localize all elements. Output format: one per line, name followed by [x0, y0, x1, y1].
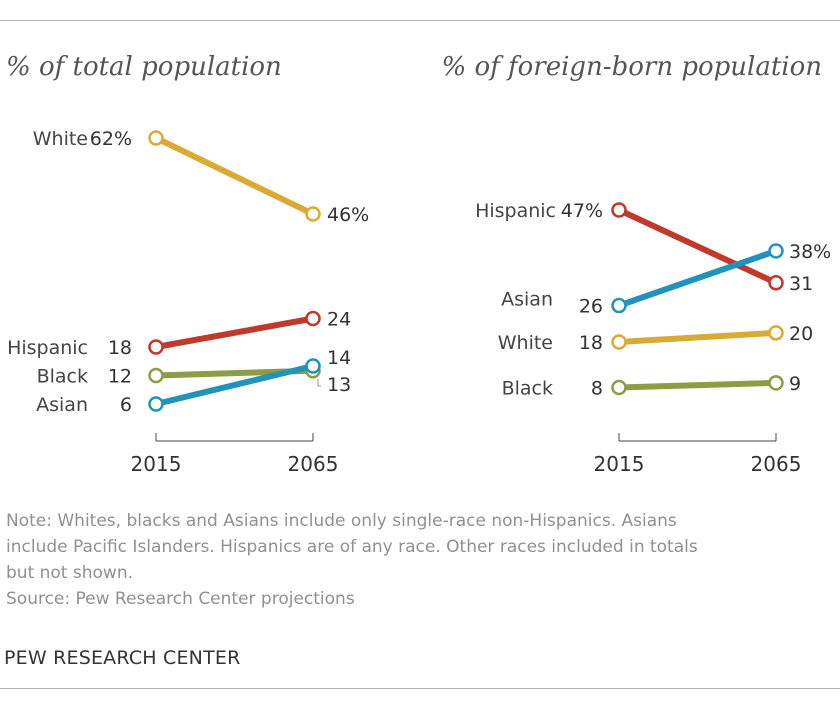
panel-2-start-value-black: 8 — [591, 377, 603, 399]
panel-1-start-value-hispanic: 18 — [108, 337, 132, 359]
bottom-rule — [0, 688, 840, 689]
panel-2-title: % of foreign-born population — [442, 52, 823, 82]
panel-2-start-value-white: 18 — [579, 332, 603, 354]
panel-1-category-label-asian: Asian — [36, 394, 88, 416]
panel-2-category-label-black: Black — [502, 377, 553, 399]
panel-2-end-value-white: 20 — [789, 323, 813, 345]
panel-1-tick-label: 2015 — [131, 452, 182, 476]
top-rule — [0, 20, 840, 21]
panel-1-end-value-black: 13 — [327, 374, 351, 396]
panel-2-category-label-white: White — [498, 332, 553, 354]
panel-2-end-value-hispanic: 31 — [789, 273, 813, 295]
panel-2-start-value-asian: 26 — [579, 296, 603, 318]
panel-1-point-black-start — [148, 367, 164, 384]
panel-1-point-white-start — [148, 130, 164, 146]
panel-1-point-white-end — [305, 206, 321, 222]
panel-1-point-asian-end — [305, 358, 321, 374]
panel-2-series-line-hispanic — [617, 207, 778, 286]
panel-1-point-hispanic-end — [305, 310, 321, 327]
panel-2-point-hispanic-start — [611, 202, 627, 218]
source-text: Source: Pew Research Center projections — [6, 589, 355, 609]
panel-1-end-value-asian: 14 — [327, 347, 351, 369]
note-line-1: Note: Whites, blacks and Asians include … — [6, 511, 677, 531]
panel-2-start-value-hispanic: 47% — [561, 200, 603, 222]
panel-1-title: % of total population — [6, 52, 282, 82]
panel-1-category-label-hispanic: Hispanic — [7, 337, 88, 359]
panel-2-point-black-start — [611, 379, 627, 396]
panel-2-point-asian-end — [768, 243, 784, 259]
panel-2-point-black-end — [768, 375, 784, 391]
panel-1-series-line-white — [154, 135, 315, 217]
panel-1-category-label-black: Black — [37, 366, 88, 388]
panel-2-end-value-black: 9 — [789, 373, 801, 395]
note-line-3: but not shown. — [6, 563, 133, 583]
panel-2-tick-label: 2065 — [751, 452, 802, 476]
panel-1-series-line-hispanic — [155, 315, 314, 350]
panel-2-series-line-white — [618, 329, 777, 345]
panel-2-tick-label: 2015 — [594, 452, 645, 476]
note: Note: Whites, blacks and Asians include … — [6, 508, 836, 612]
panel-2-end-value-asian: 38% — [789, 241, 831, 263]
panel-1-tick-label: 2065 — [288, 452, 339, 476]
panel-1-label-leader — [317, 379, 321, 387]
panel-1-series-line-asian — [155, 363, 314, 407]
panel-2-point-white-end — [768, 325, 784, 341]
panel-2-point-hispanic-end — [768, 275, 784, 291]
panel-1-end-value-hispanic: 24 — [327, 309, 351, 331]
panel-2-point-white-start — [611, 334, 627, 350]
panel-2-series-line-asian — [618, 248, 777, 309]
panel-1-start-value-white: 62% — [90, 128, 132, 150]
panel-1-start-value-black: 12 — [108, 366, 132, 388]
panel-1-start-value-asian: 6 — [120, 394, 132, 416]
panel-1-point-hispanic-start — [148, 339, 164, 355]
panel-1-point-asian-start — [148, 396, 164, 412]
note-line-2: include Pacific Islanders. Hispanics are… — [6, 537, 698, 557]
footer-brand: PEW RESEARCH CENTER — [4, 647, 241, 669]
panel-2-category-label-hispanic: Hispanic — [475, 200, 556, 222]
panel-2-series-line-black — [618, 379, 777, 391]
panel-1-category-label-white: White — [33, 128, 88, 150]
panel-2-category-label-asian: Asian — [501, 289, 553, 311]
panel-2-point-asian-start — [611, 297, 627, 314]
panel-1-end-value-white: 46% — [327, 204, 369, 226]
